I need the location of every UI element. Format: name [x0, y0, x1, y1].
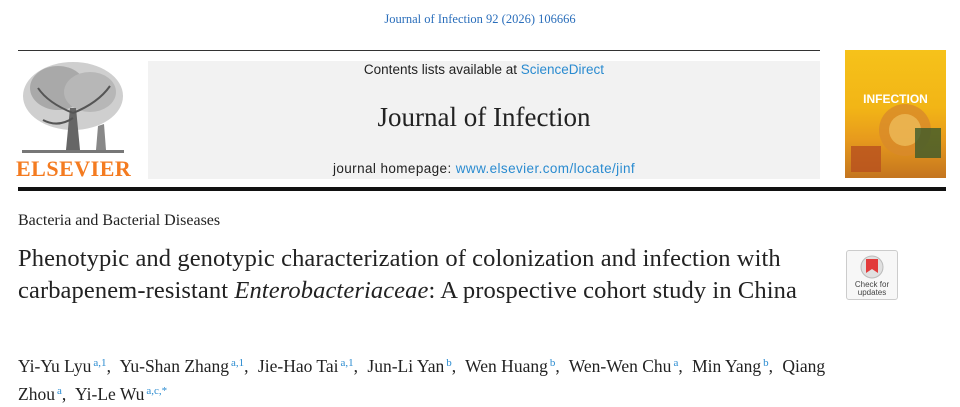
homepage-link[interactable]: www.elsevier.com/locate/jinf [455, 161, 636, 176]
author-affiliation: a,1 [231, 357, 245, 369]
article-title: Phenotypic and genotypic characterizatio… [18, 243, 833, 307]
author-name: Wen Huang [465, 356, 548, 376]
journal-box [148, 61, 820, 179]
homepage-line: journal homepage: www.elsevier.com/locat… [148, 161, 820, 176]
sciencedirect-link[interactable]: ScienceDirect [520, 62, 605, 77]
contents-line: Contents lists available at ScienceDirec… [148, 62, 820, 77]
publisher-logo [18, 58, 128, 158]
author-name: Min Yang [692, 356, 762, 376]
author-affiliation: a,1 [93, 357, 107, 369]
author-affiliation: b [446, 357, 452, 369]
author-name: Wen-Wen Chu [568, 356, 672, 376]
author-affiliation: a [56, 385, 62, 397]
author-affiliation: b [549, 357, 556, 369]
cover-title: INFECTION [863, 92, 928, 106]
journal-cover[interactable]: INFECTION [845, 50, 946, 178]
author-name: Jie-Hao Tai [257, 356, 339, 376]
journal-title: Journal of Infection [377, 102, 591, 132]
author-affiliation: a [673, 357, 679, 369]
author-affiliation: b [763, 357, 769, 369]
badge-text: Check for updates [854, 280, 890, 297]
rule [18, 50, 820, 51]
author-affiliation: a,c,* [146, 385, 168, 397]
author: Yi-Le Wu a,c,* [75, 384, 167, 404]
citation[interactable]: Journal of Infection 92 (2026) 106666 [384, 12, 576, 26]
author-name: Yu-Shan Zhang [119, 356, 230, 376]
title-end: : A prospective cohort study in China [428, 277, 797, 304]
title-italic: Enterobacteriaceae [234, 277, 429, 304]
author-affiliation: a,1 [340, 357, 354, 369]
author: Jie-Hao Tai a,1 [258, 356, 363, 376]
author-name: Jun-Li Yan [367, 356, 445, 376]
author: Min Yang b [692, 356, 778, 376]
rule [18, 187, 946, 191]
author-name: Yi-Le Wu [74, 384, 145, 404]
badge-icon [860, 255, 884, 279]
author: Jun-Li Yan b [367, 356, 461, 376]
author: Yi-Yu Lyu a,1 [18, 356, 116, 376]
author: Yu-Shan Zhang a,1 [120, 356, 254, 376]
contents-text: Contents lists available at [363, 62, 518, 77]
check-updates-badge[interactable]: Check for updates [846, 250, 898, 300]
author: Wen-Wen Chu a [569, 356, 688, 376]
author-name: Qiang Zhou [18, 356, 826, 404]
author-name: Yi-Yu Lyu [18, 356, 92, 376]
title-start: Phenotypic and genotypic characterizatio… [18, 245, 781, 304]
homepage-text: journal homepage: [332, 161, 452, 176]
publisher-name: ELSEVIER [16, 156, 132, 181]
cover-art [851, 104, 941, 172]
author: Wen Huang b [465, 356, 565, 376]
article-section: Bacteria and Bacterial Diseases [18, 212, 221, 229]
